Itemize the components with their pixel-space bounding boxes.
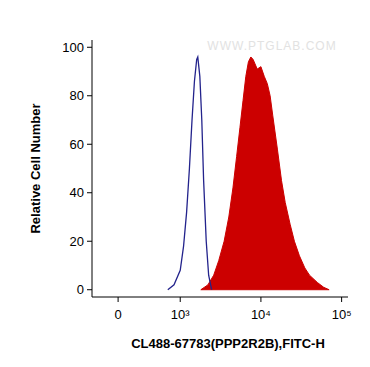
- y-tick-label: 40: [70, 185, 84, 200]
- x-tick-label: 10⁴: [251, 307, 271, 322]
- x-tick: [260, 297, 261, 302]
- x-tick: [341, 297, 342, 302]
- x-tick-label: 10⁵: [332, 307, 352, 322]
- y-axis: [92, 40, 93, 297]
- y-tick-label: 0: [77, 282, 84, 297]
- y-tick: [87, 95, 92, 96]
- y-tick: [87, 192, 92, 193]
- plot-area: [168, 57, 329, 290]
- y-tick-label: 20: [70, 234, 84, 249]
- y-tick-label: 100: [62, 40, 84, 55]
- watermark: WWW.PTGLAB.COM: [207, 39, 336, 53]
- x-tick: [118, 297, 119, 302]
- x-axis-label: CL488-67783(PPP2R2B),FITC-H: [131, 336, 325, 351]
- y-axis-label: Relative Cell Number: [28, 103, 43, 233]
- x-tick-label: 10³: [171, 307, 190, 322]
- y-tick: [87, 144, 92, 145]
- histogram-line: [168, 57, 212, 290]
- y-tick: [87, 47, 92, 48]
- y-tick: [87, 241, 92, 242]
- x-tick-label: 0: [114, 307, 121, 322]
- y-tick: [87, 289, 92, 290]
- chart: WWW.PTGLAB.COM 0 20 40 60 80 100 0 10³ 10⁴ 10⁵ CL48…: [0, 0, 370, 367]
- y-tick-label: 80: [70, 88, 84, 103]
- histogram-area: [201, 57, 329, 290]
- x-tick: [180, 297, 181, 302]
- y-tick-label: 60: [70, 137, 84, 152]
- x-axis: [92, 297, 348, 298]
